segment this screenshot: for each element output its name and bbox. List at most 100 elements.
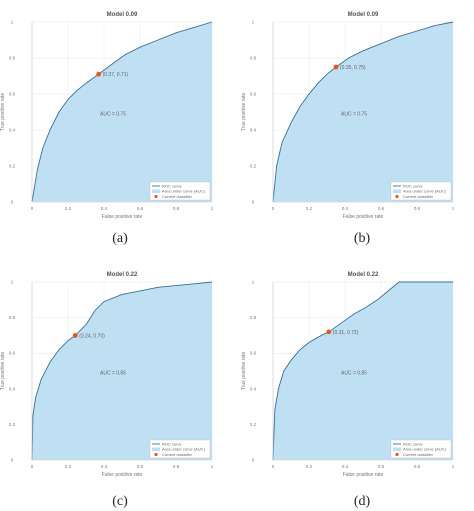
legend-box <box>149 439 211 459</box>
legend-entry: Current classifier <box>162 452 193 457</box>
auc-area <box>273 282 453 460</box>
legend-entry: ROC curve <box>403 441 424 446</box>
y-tick-label: 0 <box>11 200 14 205</box>
y-axis-label: True positive rate <box>241 352 247 391</box>
roc-panel-c: 0 0.2 0.4 0.6 0.8 1 0 0.2 0.4 0.6 0.8 1 Model 0.22 Fa… <box>0 272 214 509</box>
legend-entry: ROC curve <box>162 183 183 188</box>
x-axis-label: False positive rate <box>343 214 384 220</box>
x-tick-label: 0.6 <box>378 464 385 469</box>
chart-title: Model 0.22 <box>107 272 138 278</box>
x-tick-label: 0.8 <box>173 206 180 211</box>
y-axis-label: True positive rate <box>0 93 6 132</box>
y-tick-label: 0.8 <box>250 56 257 61</box>
y-tick-label: 0.8 <box>9 56 16 61</box>
x-tick-label: 0.2 <box>65 206 72 211</box>
legend-swatch-area <box>152 447 160 451</box>
x-tick-label: 0.6 <box>137 206 144 211</box>
y-tick-label: 0.2 <box>250 164 257 169</box>
y-tick-label: 0.4 <box>9 128 16 133</box>
x-tick-label: 0.2 <box>65 464 72 469</box>
x-tick-label: 1 <box>211 206 214 211</box>
x-tick-label: 0.4 <box>342 206 349 211</box>
classifier-annotation: (0.31, 0.72) <box>333 330 359 336</box>
x-tick-label: 0.6 <box>378 206 385 211</box>
x-tick-label: 0.6 <box>137 464 144 469</box>
x-tick-label: 0.4 <box>342 464 349 469</box>
classifier-annotation: (0.35, 0.75) <box>340 65 366 71</box>
y-tick-label: 1 <box>11 20 14 25</box>
x-tick-label: 1 <box>452 206 455 211</box>
chart-title: Model 0.09 <box>348 12 379 18</box>
y-tick-label: 0.2 <box>250 422 257 427</box>
y-tick-label: 0.6 <box>9 92 16 97</box>
auc-label: AUC = 0.85 <box>100 371 126 377</box>
y-tick-label: 0 <box>252 200 255 205</box>
y-tick-label: 0.4 <box>9 386 16 391</box>
x-tick-label: 0.4 <box>101 464 108 469</box>
legend-swatch-area <box>152 189 160 193</box>
y-tick-label: 0.6 <box>9 351 16 356</box>
legend-entry: Current classifier <box>403 452 434 457</box>
classifier-point <box>333 64 339 70</box>
y-tick-label: 0.6 <box>250 92 257 97</box>
x-axis-label: False positive rate <box>102 472 143 478</box>
x-tick-label: 0.8 <box>414 464 421 469</box>
legend-swatch-area <box>393 189 401 193</box>
auc-area <box>32 22 212 202</box>
roc-panel-b: 0 0.2 0.4 0.6 0.8 1 0 0.2 0.4 0.6 0.8 1 Model 0.09 Fa… <box>241 12 455 246</box>
roc-panel-d: 0 0.2 0.4 0.6 0.8 1 0 0.2 0.4 0.6 0.8 1 Model 0.22 Fa… <box>241 272 455 509</box>
legend-entry: ROC curve <box>403 183 424 188</box>
y-tick-label: 0.2 <box>9 422 16 427</box>
y-tick-label: 0.6 <box>250 351 257 356</box>
x-tick-label: 0 <box>272 464 275 469</box>
y-tick-label: 1 <box>252 280 255 285</box>
y-tick-label: 0.8 <box>250 315 257 320</box>
classifier-annotation: (0.24, 0.70) <box>79 333 105 339</box>
roc-curve <box>31 281 213 461</box>
chart-title: Model 0.22 <box>348 272 379 278</box>
roc-curve <box>31 21 213 203</box>
x-tick-label: 1 <box>452 464 455 469</box>
y-tick-label: 0 <box>252 458 255 463</box>
classifier-annotation: (0.37, 0.71) <box>103 72 129 78</box>
y-tick-label: 0 <box>11 458 14 463</box>
chart-title: Model 0.09 <box>107 12 138 18</box>
x-tick-label: 0 <box>31 464 34 469</box>
x-axis-label: False positive rate <box>343 472 384 478</box>
x-tick-label: 0 <box>272 206 275 211</box>
auc-label: AUC = 0.75 <box>100 112 126 118</box>
auc-label: AUC = 0.75 <box>341 112 367 118</box>
y-axis-label: True positive rate <box>0 352 6 391</box>
panel-caption: (c) <box>112 494 128 509</box>
legend-swatch-point <box>154 194 158 199</box>
panel-caption: (b) <box>354 231 371 246</box>
roc-panel-a: 0 0.2 0.4 0.6 0.8 1 0 0.2 0.4 0.6 0.8 1 Model 0.09 Fa… <box>0 12 214 246</box>
roc-curve <box>272 281 453 461</box>
classifier-point <box>96 71 101 77</box>
y-tick-label: 1 <box>11 280 14 285</box>
x-tick-label: 0.8 <box>414 206 421 211</box>
classifier-point <box>326 329 332 335</box>
y-tick-label: 1 <box>252 20 255 25</box>
legend-swatch-point <box>154 452 158 457</box>
auc-label: AUC = 0.85 <box>341 371 367 377</box>
y-tick-label: 0.2 <box>9 164 16 169</box>
y-tick-label: 0.4 <box>250 386 257 391</box>
legend-entry: ROC curve <box>162 441 183 446</box>
x-tick-label: 0 <box>31 206 34 211</box>
y-axis-label: True positive rate <box>241 93 247 132</box>
x-tick-label: 1 <box>211 464 214 469</box>
auc-area <box>32 282 212 460</box>
x-tick-label: 0.8 <box>173 464 180 469</box>
legend-entry: Area under curve (AUC) <box>162 189 206 194</box>
x-tick-label: 0.4 <box>101 206 108 211</box>
legend-swatch-area <box>393 447 401 451</box>
auc-area <box>273 22 453 202</box>
roc-curve <box>272 21 454 203</box>
classifier-point <box>72 333 78 338</box>
legend-entry: Area under curve (AUC) <box>403 447 447 452</box>
